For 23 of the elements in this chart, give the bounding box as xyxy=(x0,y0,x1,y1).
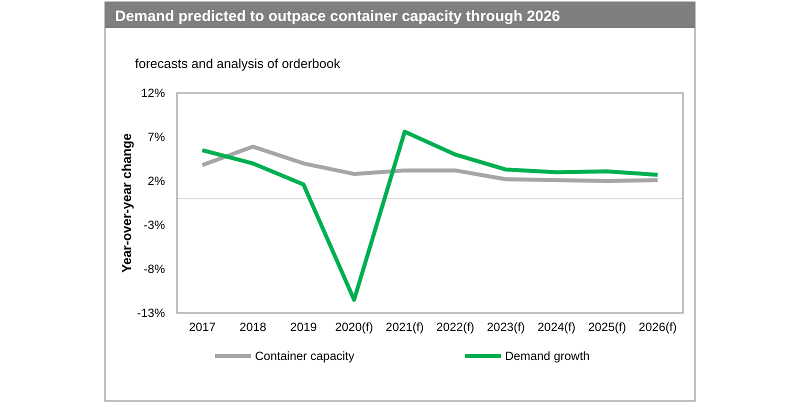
x-tick-label: 2022(f) xyxy=(436,320,474,334)
y-axis-title: Year-over-year change xyxy=(119,133,134,273)
x-tick-label: 2023(f) xyxy=(486,320,525,334)
y-tick-label: 2% xyxy=(148,174,166,188)
chart-subtitle: forecasts and analysis of orderbook xyxy=(135,56,341,71)
line-series xyxy=(200,144,660,183)
y-tick-label: -8% xyxy=(144,262,166,276)
y-tick-label: 7% xyxy=(148,130,166,144)
x-tick-label: 2026(f) xyxy=(638,320,677,334)
x-tick-label: 2025(f) xyxy=(588,320,626,334)
x-tick-label: 2017 xyxy=(188,320,216,334)
y-tick-label: -3% xyxy=(144,218,166,232)
x-tick-label: 2019 xyxy=(290,320,318,334)
y-tick-label: 12% xyxy=(140,86,166,100)
x-tick-label: 2018 xyxy=(240,320,267,334)
y-tick-label: -13% xyxy=(136,306,166,320)
legend-label: Container capacity xyxy=(255,349,354,364)
x-tick-label: 2024(f) xyxy=(537,320,576,334)
x-tick-label: 2020(f) xyxy=(335,320,374,334)
x-tick-label: 2021(f) xyxy=(386,320,424,334)
line-series xyxy=(200,130,660,302)
legend-label: Demand growth xyxy=(505,349,590,364)
chart-title: Demand predicted to outpace container capacity through 2026 xyxy=(115,8,560,25)
